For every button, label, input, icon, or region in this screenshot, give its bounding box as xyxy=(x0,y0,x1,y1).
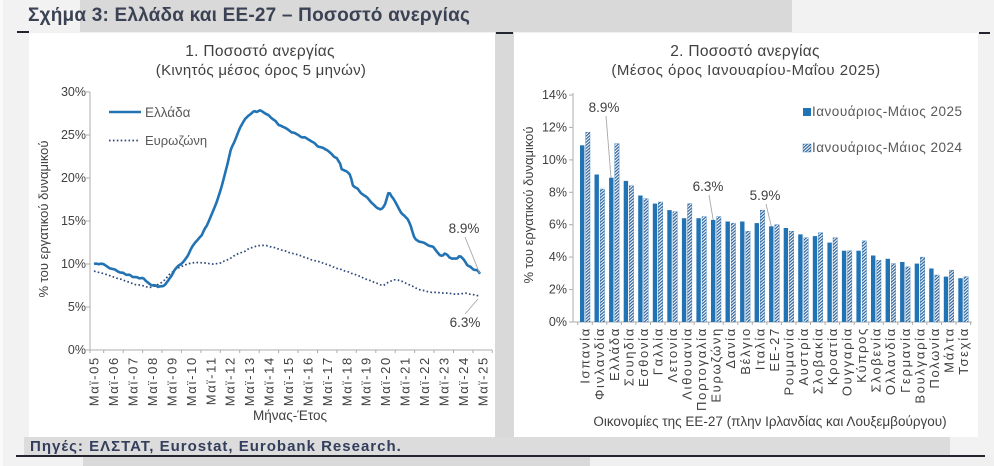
svg-text:Πορτογαλία: Πορτογαλία xyxy=(694,327,709,411)
svg-text:Οικονομίες της ΕΕ-27 (πλην Ιρλ: Οικονομίες της ΕΕ-27 (πλην Ιρλανδίας και… xyxy=(593,414,946,429)
svg-text:Σουηδία: Σουηδία xyxy=(621,327,636,386)
svg-text:8%: 8% xyxy=(549,185,567,199)
svg-text:Ρουμανία: Ρουμανία xyxy=(781,327,796,396)
svg-text:Ευρωζώνη: Ευρωζώνη xyxy=(709,327,724,403)
svg-text:Ελλάδα: Ελλάδα xyxy=(607,327,622,381)
svg-text:(Μέσος όρος Ιανουαρίου-Μαΐου 2: (Μέσος όρος Ιανουαρίου-Μαΐου 2025) xyxy=(611,62,880,79)
svg-text:Μαϊ-06: Μαϊ-06 xyxy=(106,356,121,406)
svg-text:10%: 10% xyxy=(61,257,86,271)
svg-text:8.9%: 8.9% xyxy=(449,221,480,236)
svg-text:Ιανουάριος-Μάιος 2024: Ιανουάριος-Μάιος 2024 xyxy=(812,140,963,155)
svg-text:Μαϊ-19: Μαϊ-19 xyxy=(359,356,374,406)
svg-text:Μαϊ-11: Μαϊ-11 xyxy=(203,356,218,405)
svg-text:Μαϊ-07: Μαϊ-07 xyxy=(126,356,141,406)
svg-text:Μαϊ-18: Μαϊ-18 xyxy=(339,356,354,406)
svg-text:Μαϊ-20: Μαϊ-20 xyxy=(378,356,393,406)
svg-text:2%: 2% xyxy=(549,283,567,297)
svg-text:0%: 0% xyxy=(549,315,567,329)
svg-text:Μαϊ-25: Μαϊ-25 xyxy=(475,356,490,406)
svg-text:10%: 10% xyxy=(542,153,567,167)
svg-text:Ελλάδα: Ελλάδα xyxy=(145,105,191,120)
svg-text:0%: 0% xyxy=(68,343,86,357)
svg-text:Λετονία: Λετονία xyxy=(665,327,680,382)
svg-text:ΕΕ-27: ΕΕ-27 xyxy=(767,327,782,372)
svg-text:Σλοβακία: Σλοβακία xyxy=(811,327,826,394)
svg-text:% του εργατικού δυναμικού: % του εργατικού δυναμικού xyxy=(521,126,536,283)
svg-text:Κύπρος: Κύπρος xyxy=(854,327,869,383)
svg-text:Αυστρία: Αυστρία xyxy=(796,327,811,386)
svg-text:Λιθουανία: Λιθουανία xyxy=(680,327,695,400)
svg-text:Μαϊ-24: Μαϊ-24 xyxy=(456,356,471,406)
svg-text:6.3%: 6.3% xyxy=(693,179,724,194)
svg-text:Μαϊ-21: Μαϊ-21 xyxy=(398,356,413,406)
svg-text:12%: 12% xyxy=(542,120,567,134)
svg-text:Γαλλία: Γαλλία xyxy=(650,327,665,375)
svg-text:Τσεχία: Τσεχία xyxy=(956,327,971,375)
svg-text:Μαϊ-23: Μαϊ-23 xyxy=(436,356,451,406)
svg-text:5%: 5% xyxy=(68,300,86,314)
svg-text:Ουγγαρία: Ουγγαρία xyxy=(840,327,855,396)
svg-text:Βέλγιο: Βέλγιο xyxy=(738,327,753,375)
svg-text:Μαϊ-22: Μαϊ-22 xyxy=(417,356,432,406)
svg-text:Μαϊ-13: Μαϊ-13 xyxy=(242,356,257,406)
svg-text:Ολλανδία: Ολλανδία xyxy=(883,327,898,395)
svg-text:Μαϊ-05: Μαϊ-05 xyxy=(87,356,102,406)
svg-text:Εσθονία: Εσθονία xyxy=(636,327,651,387)
svg-text:Μαϊ-17: Μαϊ-17 xyxy=(320,356,335,406)
svg-text:Ιανουάριος-Μάιος 2025: Ιανουάριος-Μάιος 2025 xyxy=(812,104,963,119)
svg-text:Κροατία: Κροατία xyxy=(825,327,840,385)
svg-text:Γερμανία: Γερμανία xyxy=(898,327,913,393)
svg-text:Βουλγαρία: Βουλγαρία xyxy=(912,327,927,404)
svg-text:1. Ποσοστό ανεργίας: 1. Ποσοστό ανεργίας xyxy=(185,43,335,60)
svg-text:2. Ποσοστό ανεργίας: 2. Ποσοστό ανεργίας xyxy=(670,43,820,60)
svg-text:4%: 4% xyxy=(549,250,567,264)
svg-text:Ιταλία: Ιταλία xyxy=(752,327,767,370)
svg-text:(Κινητός μέσος όρος 5 μηνών): (Κινητός μέσος όρος 5 μηνών) xyxy=(156,62,366,79)
svg-text:Μαϊ-16: Μαϊ-16 xyxy=(300,356,315,406)
svg-text:Ευρωζώνη: Ευρωζώνη xyxy=(145,133,207,148)
svg-text:Μαϊ-09: Μαϊ-09 xyxy=(164,356,179,406)
svg-text:Φινλανδία: Φινλανδία xyxy=(592,327,607,400)
svg-text:% του εργατικού δυναμικού: % του εργατικού δυναμικού xyxy=(36,140,51,297)
svg-text:Δανία: Δανία xyxy=(723,327,738,369)
svg-text:6.3%: 6.3% xyxy=(450,315,481,330)
svg-text:Ισπανία: Ισπανία xyxy=(578,327,593,384)
svg-text:6%: 6% xyxy=(549,218,567,232)
svg-text:Μαϊ-14: Μαϊ-14 xyxy=(262,356,277,406)
svg-text:Μαϊ-08: Μαϊ-08 xyxy=(145,356,160,406)
svg-text:5.9%: 5.9% xyxy=(750,188,781,203)
svg-text:Μαϊ-10: Μαϊ-10 xyxy=(184,356,199,406)
svg-text:Πολωνία: Πολωνία xyxy=(927,327,942,389)
svg-text:Σλοβενία: Σλοβενία xyxy=(869,327,884,392)
svg-text:20%: 20% xyxy=(61,171,86,185)
svg-text:30%: 30% xyxy=(61,85,86,99)
svg-text:15%: 15% xyxy=(61,214,86,228)
svg-text:Μαϊ-12: Μαϊ-12 xyxy=(223,356,238,406)
svg-text:14%: 14% xyxy=(542,88,567,102)
svg-text:Μαϊ-15: Μαϊ-15 xyxy=(281,356,296,406)
svg-text:8.9%: 8.9% xyxy=(589,100,620,115)
svg-text:25%: 25% xyxy=(61,128,86,142)
svg-text:Μάλτα: Μάλτα xyxy=(941,327,956,373)
svg-text:Μήνας-Έτος: Μήνας-Έτος xyxy=(253,408,328,423)
